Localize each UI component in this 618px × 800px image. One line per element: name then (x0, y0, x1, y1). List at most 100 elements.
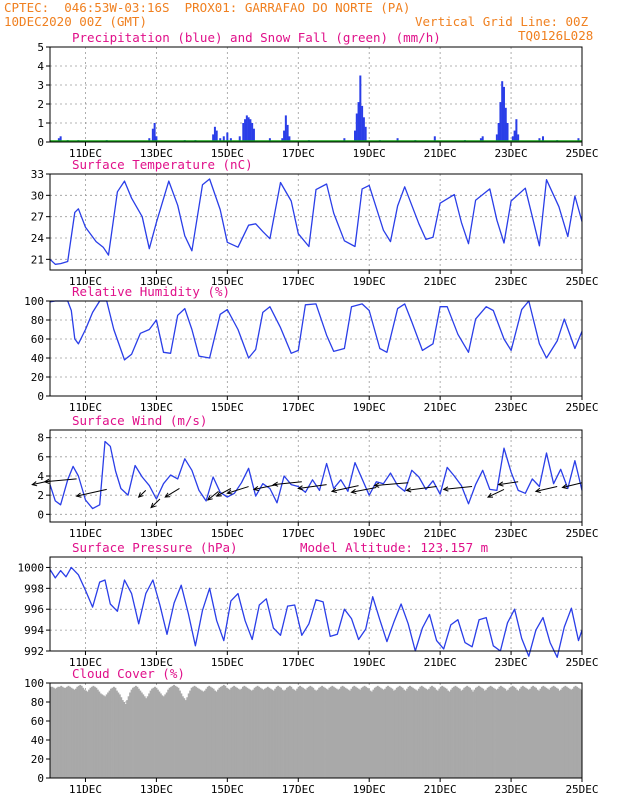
cloud-bar (378, 686, 381, 778)
precip-bar (511, 136, 514, 142)
precip-bar (212, 134, 215, 142)
cloud-bar (266, 686, 269, 778)
cloud-bar (244, 686, 247, 778)
wind-arrow-head (405, 487, 412, 493)
panel-title: Surface Temperature (nC) (72, 157, 253, 172)
cloud-bar (516, 689, 518, 778)
cloud-bar (225, 687, 228, 778)
cloud-bar (513, 686, 515, 778)
cloud-bar (183, 698, 186, 778)
cloud-bar (170, 686, 173, 778)
cloud-bar (346, 688, 348, 778)
cloud-bar (521, 685, 524, 778)
x-tick-label: 17DEC (282, 147, 315, 160)
cloud-bar (524, 687, 527, 778)
wind-arrow-head (330, 487, 337, 493)
precip-bar (283, 130, 286, 142)
cloud-bar (221, 685, 224, 778)
x-tick-label: 19DEC (353, 783, 386, 796)
x-tick-label: 23DEC (495, 783, 528, 796)
precip-bar (495, 134, 498, 142)
cloud-bar (390, 687, 392, 778)
wind-line (49, 440, 583, 510)
cloud-bar (300, 686, 303, 778)
cloud-bar (107, 692, 110, 778)
cloud-bar (577, 687, 580, 778)
precip-bar (515, 119, 518, 142)
x-tick-label: 21DEC (424, 656, 457, 669)
cloud-bar (464, 686, 467, 778)
cloud-bar (473, 689, 476, 778)
cloud-bar (365, 686, 367, 778)
cloud-bar (444, 687, 447, 778)
cloud-bar (347, 689, 350, 778)
cloud-bar (350, 688, 353, 778)
temp-line (49, 178, 583, 265)
cloud-bar (96, 689, 99, 778)
cloud-bar (52, 687, 55, 778)
cloud-bar (557, 688, 559, 778)
cloud-bar (391, 688, 394, 778)
precip-bar (481, 136, 484, 142)
y-tick-label: 3 (37, 79, 44, 92)
wind-arrow (150, 498, 161, 508)
cloud-bar (133, 686, 136, 778)
cloud-bar (117, 692, 120, 778)
cloud-bar (249, 689, 252, 778)
x-tick-label: 11DEC (69, 656, 102, 669)
cloud-bar (316, 689, 319, 778)
cloud-bar (259, 687, 262, 778)
cloud-bar (92, 685, 95, 778)
cloud-bar (256, 685, 259, 778)
precip-bar (355, 113, 358, 142)
cloud-bar (375, 686, 378, 778)
precip-bar (268, 138, 271, 142)
cloud-bar (417, 688, 420, 778)
cloud-bar (379, 687, 382, 778)
panel-frame (49, 46, 583, 143)
precip-bar (517, 134, 520, 142)
wind-arrow (374, 482, 409, 487)
precip-bar (286, 124, 289, 142)
x-tick-label: 19DEC (353, 147, 386, 160)
cloud-bar (555, 687, 558, 778)
cloud-bar (532, 685, 535, 778)
cloud-bar (162, 696, 165, 778)
precip-bar (499, 102, 502, 142)
wind-arrow (331, 485, 359, 492)
cloud-bar (181, 696, 184, 778)
wind-arrow-head (373, 482, 380, 488)
cloud-bar (404, 690, 407, 778)
cloud-bar (262, 689, 265, 778)
precip-bar (479, 138, 482, 142)
cloud-bar (344, 687, 347, 778)
cloud-bar (269, 688, 272, 778)
cloud-bar (250, 690, 253, 778)
cloud-bar (420, 685, 423, 778)
cloud-bar (212, 688, 215, 778)
precip-bar (357, 102, 360, 142)
y-tick-label: 21 (31, 253, 44, 266)
cloud-bar (382, 689, 385, 778)
cloud-bar (285, 687, 288, 778)
cloud-bar (439, 686, 442, 778)
cloud-bar (143, 696, 146, 778)
wind-arrow-head (486, 492, 494, 498)
y-tick-label: 20 (31, 753, 44, 766)
header-line1: CPTEC: 046:53W-03:16S PROX01: GARRAFAO D… (4, 0, 411, 15)
cloud-bar (526, 688, 529, 778)
cloud-bar (297, 686, 300, 778)
cloud-bar (328, 687, 331, 778)
wind-arrow-head (150, 502, 156, 509)
precip-bar (513, 130, 516, 142)
cloud-bar (218, 687, 221, 778)
cloud-bar (77, 685, 80, 778)
cloud-bar (558, 690, 561, 778)
precip-bar (219, 138, 222, 142)
cloud-bar (135, 685, 137, 778)
cloud-bar (384, 688, 387, 778)
cloud-bar (265, 687, 268, 778)
cloud-bar (431, 685, 433, 778)
cloud-bar (54, 688, 57, 778)
cloud-bar (543, 686, 546, 778)
